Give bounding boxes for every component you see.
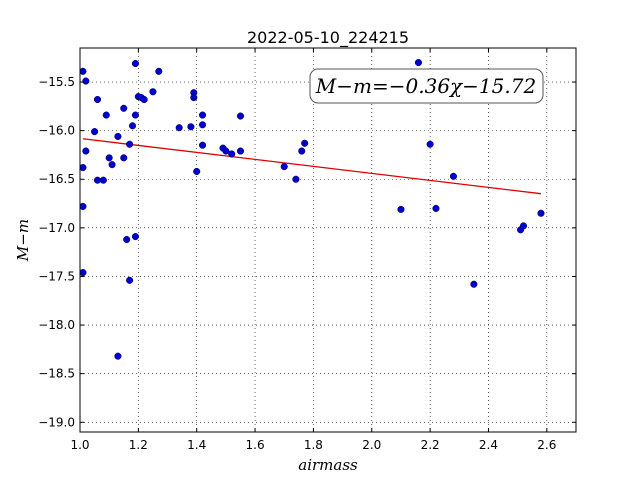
- data-point: [80, 202, 87, 211]
- y-tick-label: −17.0: [38, 221, 75, 235]
- data-point: [187, 123, 195, 131]
- plot-area: [80, 48, 576, 432]
- y-tick-label: −17.5: [38, 269, 75, 283]
- data-point: [123, 235, 131, 244]
- data-point: [298, 147, 306, 155]
- data-point: [470, 280, 478, 288]
- data-point: [519, 222, 528, 230]
- data-point: [105, 154, 113, 162]
- data-point: [432, 204, 440, 212]
- y-axis-label: M−m: [14, 219, 32, 262]
- fit-line: [82, 138, 542, 195]
- data-point: [131, 111, 139, 119]
- data-point: [120, 104, 128, 112]
- fit-line-group: [82, 138, 542, 195]
- y-tick-label: −16.5: [38, 172, 75, 186]
- y-tick-label: −15.5: [38, 75, 75, 89]
- axis-ticks: [79, 48, 576, 432]
- data-point: [228, 150, 236, 158]
- x-axis-label: airmass: [298, 456, 358, 474]
- x-tick-label: 2.6: [537, 438, 556, 452]
- x-tick-label: 1.2: [129, 438, 148, 452]
- data-point: [193, 167, 201, 176]
- data-point: [80, 67, 87, 75]
- data-points: [80, 59, 545, 360]
- y-tick-label: −18.5: [38, 367, 75, 381]
- x-tick-label: 1.6: [246, 438, 265, 452]
- data-point: [91, 128, 99, 136]
- data-point: [126, 140, 134, 148]
- annotation-box: [309, 68, 544, 104]
- data-point: [140, 95, 148, 104]
- data-point: [426, 140, 434, 148]
- data-point: [198, 141, 207, 149]
- data-point: [80, 269, 87, 277]
- data-point: [222, 147, 230, 155]
- data-point: [114, 352, 122, 360]
- data-point: [149, 88, 157, 96]
- data-point: [280, 163, 288, 171]
- data-point: [537, 209, 545, 217]
- data-point: [126, 276, 134, 284]
- data-point: [82, 77, 90, 85]
- data-point: [292, 175, 300, 183]
- x-tick-label: 1.0: [70, 438, 89, 452]
- data-point: [301, 139, 309, 147]
- data-point: [131, 233, 139, 241]
- data-point: [128, 122, 137, 130]
- annotation-text: M−m=−0.36χ−15.72: [315, 74, 536, 98]
- data-point: [198, 121, 207, 129]
- x-tick-label: 2.2: [421, 438, 440, 452]
- x-tick-label: 2.4: [479, 438, 498, 452]
- data-point: [131, 60, 139, 68]
- chart-title: 2022-05-10_224215: [247, 28, 409, 48]
- data-point: [236, 147, 245, 155]
- data-point: [198, 111, 207, 119]
- data-point: [414, 59, 422, 67]
- x-tick-label: 2.0: [362, 438, 381, 452]
- data-point: [236, 112, 245, 120]
- y-tick-label: −16.0: [38, 124, 75, 138]
- y-tick-labels: −15.5 −16.0 −16.5 −17.0 −17.5 −18.0 −18.5 −19.0: [38, 75, 75, 429]
- data-point: [175, 124, 183, 132]
- data-point: [190, 94, 198, 102]
- data-point: [99, 176, 107, 184]
- x-tick-labels: 1.0 1.2 1.4 1.6 1.8 2.0 2.2 2.4 2.6: [70, 438, 556, 452]
- data-point: [102, 111, 110, 119]
- data-point: [155, 67, 163, 75]
- y-tick-label: −18.0: [38, 318, 75, 332]
- data-point: [397, 205, 405, 213]
- data-point: [120, 154, 128, 162]
- x-tick-label: 1.8: [304, 438, 323, 452]
- data-point: [80, 164, 87, 172]
- data-point: [82, 147, 90, 155]
- fit-annotation: M−m=−0.36χ−15.72: [309, 68, 544, 104]
- data-point: [449, 172, 458, 180]
- plot-frame: [79, 47, 577, 433]
- data-point: [108, 161, 116, 169]
- y-tick-label: −19.0: [38, 415, 75, 429]
- data-point: [93, 95, 102, 104]
- x-tick-label: 1.4: [187, 438, 206, 452]
- data-point: [114, 132, 122, 141]
